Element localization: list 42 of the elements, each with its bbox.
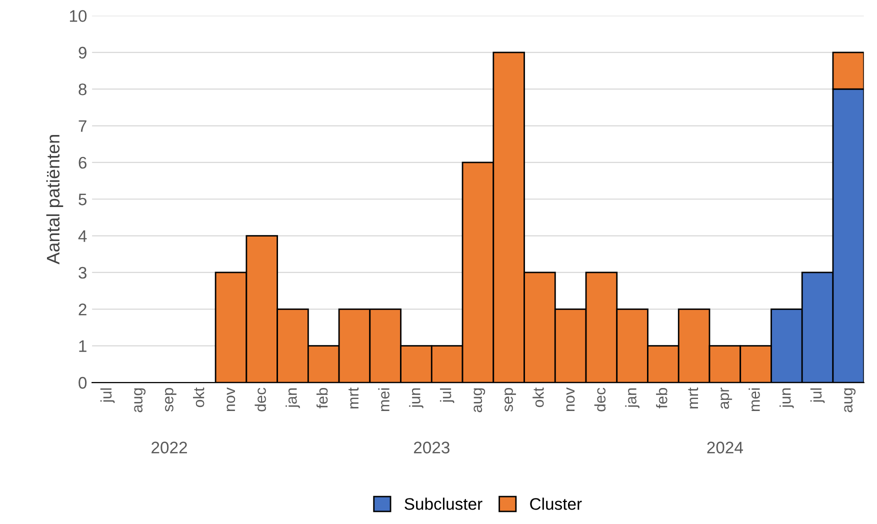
x-tick-label: okt xyxy=(193,387,204,408)
y-tick-label: 6 xyxy=(78,156,86,169)
x-tick-label: jun xyxy=(409,388,424,408)
x-tick-label: jul xyxy=(440,388,454,404)
text: 2024 xyxy=(707,442,743,454)
y-tick-label: 4 xyxy=(78,230,87,242)
x-tick-label: jan xyxy=(625,388,640,408)
x-tick-label: sep xyxy=(164,388,176,412)
x-tick-label: dec xyxy=(594,388,606,412)
x-tick-label: aug xyxy=(844,388,856,412)
x-tick-label: aug xyxy=(134,388,146,412)
y-tick-label: 0 xyxy=(78,376,87,389)
y-tick-label: 7 xyxy=(78,120,86,132)
x-tick-label: mrt xyxy=(348,387,359,408)
legend-label: Cluster xyxy=(530,498,582,510)
x-tick-label: jul xyxy=(100,388,115,404)
x-tick-label: jul xyxy=(810,388,825,404)
y-tick-label: 3 xyxy=(78,266,86,279)
legend-label: Subcluster xyxy=(404,498,482,510)
y-axis-title: Aantal patiënten xyxy=(46,135,64,264)
x-tick-label: okt xyxy=(532,387,544,408)
x-tick-label: sep xyxy=(504,388,516,412)
x-tick-label: jan xyxy=(286,388,300,408)
y-tick-label: 5 xyxy=(78,194,87,206)
x-tick-label: aug xyxy=(474,388,486,412)
x-tick-label: apr xyxy=(720,388,732,409)
text: 2022 xyxy=(152,442,187,454)
x-tick-label: nov xyxy=(226,387,236,411)
y-tick-label: 8 xyxy=(78,83,86,96)
x-tick-label: mei xyxy=(378,388,390,411)
x-tick-label: feb xyxy=(656,388,668,408)
y-tick-label: 9 xyxy=(78,46,86,59)
x-tick-label: nov xyxy=(566,387,575,411)
x-tick-label: feb xyxy=(316,388,328,408)
x-tick-label: mrt xyxy=(688,387,698,408)
x-tick-label: jun xyxy=(780,388,794,408)
y-tick-label: 10 xyxy=(70,10,87,22)
y-tick-label: 1 xyxy=(79,340,86,352)
x-tick-label: dec xyxy=(254,388,266,412)
x-tick-label: mei xyxy=(748,388,760,411)
text: 2023 xyxy=(414,442,450,454)
y-tick-label: 2 xyxy=(78,304,86,316)
